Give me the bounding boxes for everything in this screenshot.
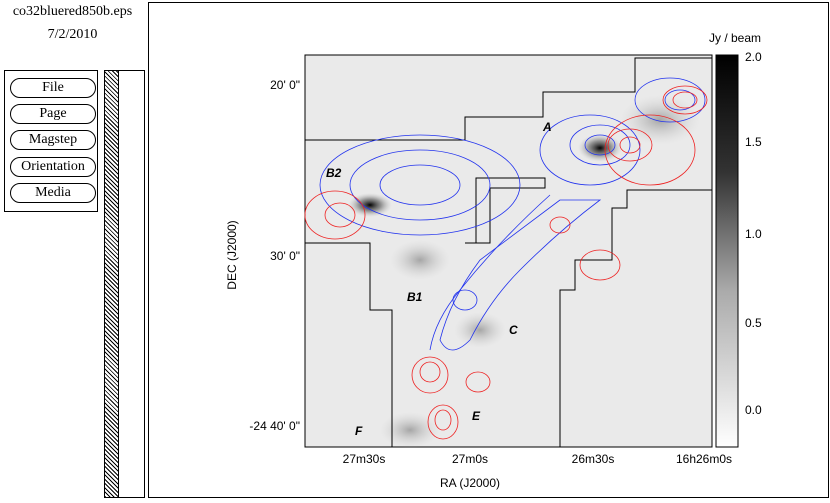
red-contours (304, 85, 708, 440)
footprint (305, 242, 393, 447)
dust (578, 134, 622, 162)
x-tick-label: 27m0s (452, 452, 488, 466)
y-tick-label: 30' 0" (270, 249, 300, 263)
dust (348, 193, 392, 217)
x-tick-label: 16h26m0s (676, 452, 732, 466)
colorbar (715, 54, 739, 448)
x-tick-label: 27m30s (343, 452, 386, 466)
page-frame (148, 2, 829, 498)
menu-button[interactable]: File (10, 78, 96, 98)
footprint (305, 57, 713, 447)
dust (454, 312, 506, 348)
region-label: C (509, 323, 518, 337)
dust (380, 412, 440, 448)
footprint (465, 177, 546, 244)
date: 7/2/2010 (47, 27, 98, 42)
colorbar-tick-label: 0.5 (745, 316, 762, 330)
blue-contours (319, 77, 706, 351)
menu-box (4, 70, 98, 212)
scroll-area (118, 70, 145, 498)
colorbar-label: Jy / beam (709, 31, 761, 45)
dust (390, 240, 450, 280)
colorbar-tick-label: 2.0 (745, 50, 762, 64)
menu-button[interactable]: Page (10, 104, 96, 124)
x-tick-label: 26m30s (572, 452, 615, 466)
y-tick-label: 20' 0" (270, 78, 300, 92)
region-label: E (472, 409, 481, 423)
colorbar-tick-label: 1.5 (745, 135, 762, 149)
region-label: A (542, 120, 552, 134)
colorbar-tick-label: 0.0 (745, 403, 762, 417)
region-label: F (355, 424, 363, 438)
region-label: B2 (326, 166, 342, 180)
y-tick-label: -24 40' 0" (249, 419, 300, 433)
x-axis-label: RA (J2000) (440, 476, 500, 490)
colorbar-tick-label: 1.0 (745, 227, 762, 241)
menu-button[interactable]: Magstep (10, 130, 96, 150)
filename: co32bluered850b.eps (12, 4, 133, 19)
menu-button[interactable]: Orientation (10, 157, 96, 177)
y-axis-label: DEC (J2000) (225, 220, 239, 289)
menu-button[interactable]: Media (10, 183, 96, 203)
region-label: B1 (407, 290, 423, 304)
